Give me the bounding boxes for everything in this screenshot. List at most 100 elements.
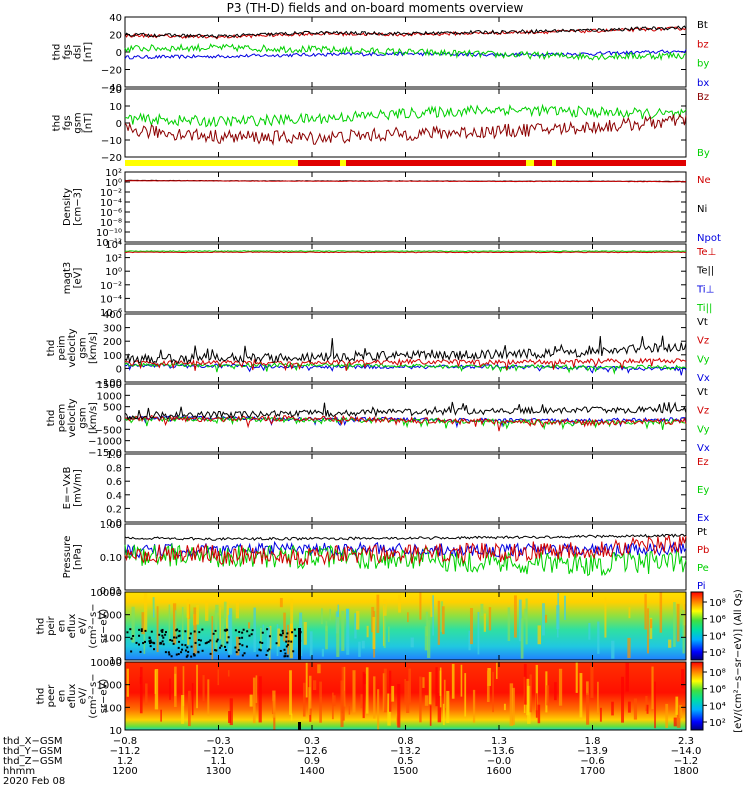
data-gap-line [298,628,301,660]
spectrogram-streak [345,608,349,620]
spectrogram-speckle [177,635,180,638]
spectrogram-speckle [140,629,143,632]
spectrogram-streak [252,677,256,724]
spectrogram-speckle [259,641,262,644]
x-axis-value: −12.6 [297,746,328,757]
spectrogram-speckle [291,631,294,634]
y-tick-label: 10⁰ [105,267,122,278]
x-axis-value: 1.1 [211,756,227,767]
y-tick-label: 0.10 [100,553,122,564]
x-axis-value: 0.8 [398,736,414,747]
spectrogram-streak [211,616,214,660]
spectrogram-streak [527,685,531,724]
colorbar-tick-label: 10⁸ [709,668,726,679]
spectrogram-speckle [251,629,254,632]
spectrogram-speckle [175,653,178,656]
x-axis-value: 2.3 [678,736,694,747]
colorbar-tick-label: 10⁶ [709,615,726,626]
series-peim-velocity-Vy [124,362,687,375]
spectrogram-speckle [224,649,227,652]
spectrogram-streak [182,666,185,707]
y-axis-label: [km/s] [88,402,99,434]
spectrogram-streak [377,689,380,730]
spectrogram-streak [215,604,219,613]
panel-peer-spec: 10000 1000 100 10 thd peer en eflux eV/(cm²−s− sr… [36,658,687,737]
spectrogram-streak [644,593,647,630]
spectrogram-speckle [160,629,163,632]
legend-Ez: Ez [697,457,709,468]
spectrogram-streak [557,593,559,611]
spectrogram-speckle [144,629,147,632]
x-axis-value: −0.8 [113,736,137,747]
legend-Pe: Pe [697,563,709,574]
spectrogram-streak [439,667,442,708]
spectrogram-speckle [216,638,219,641]
y-tick-label: 100 [103,633,122,644]
y-axis-label: thd [36,618,47,635]
spectrogram-streak [597,621,600,654]
spectrogram-speckle [268,635,271,638]
spectrogram-streak [141,612,145,635]
spectrogram-speckle [204,642,207,645]
spectrogram-streak [425,611,429,636]
spectrogram-streak [649,617,653,639]
spectrogram-streak [646,608,650,654]
spectrogram-streak [248,622,251,629]
spectrogram-streak [143,619,146,654]
legend-Ex: Ex [697,513,709,524]
spectrogram-speckle [250,633,253,636]
y-axis-label: [mV/m] [72,469,83,507]
spectrogram-streak [321,648,324,657]
spectrogram-speckle [266,628,269,631]
y-axis-label: eV/ [78,687,89,704]
spectrogram-streak [546,685,550,706]
flag-segment [552,160,556,166]
spectrogram-streak [235,636,240,656]
series-temperature-Te⊥ [124,251,686,254]
spectrogram-speckle [287,643,290,646]
y-tick-label: −1000 [88,437,122,448]
legend-Vt: Vt [697,317,708,328]
spectrogram-streak [682,593,686,626]
spectrogram-streak [187,600,190,645]
y-tick-label: 100 [103,351,122,362]
colorbar-tick-label: 10⁴ [709,701,726,712]
spectrogram-speckle [169,639,172,642]
spectrogram-streak [588,622,591,640]
spectrogram-speckle [256,654,259,657]
spectrogram-streak [673,717,677,727]
spectrogram-streak [651,666,654,710]
spectrogram-streak [283,612,286,642]
spectrogram-streak [188,690,191,727]
spectrogram-streak [575,662,578,693]
spectrogram-streak [174,610,177,634]
legend-bz: bz [697,39,709,50]
series-peem-velocity-Vt [124,401,687,421]
spectrogram-speckle [201,628,204,631]
spectrogram-streak [217,669,220,686]
spectrogram-streak [529,674,532,713]
x-axis-value: −13.6 [484,746,515,757]
y-tick-label: 0 [116,119,122,130]
y-tick-label: 10⁻¹⁰ [96,228,122,239]
spectrogram-streak [152,597,155,610]
x-axis-value: 1200 [112,766,137,777]
y-tick-label: 0.4 [106,491,122,502]
x-axis-value: 1400 [299,766,324,777]
spectrogram-streak [227,670,230,677]
x-axis-row-label: thd_Z−GSM [3,756,63,767]
panel-frame [124,171,687,243]
y-tick-label: 20 [109,85,122,96]
legend-by: by [697,59,709,70]
spectrogram-speckle [268,648,271,651]
spectrogram-streak [537,704,541,724]
spectrogram-streak [419,592,422,620]
spectrogram-streak [341,610,345,651]
spectrogram-speckle [293,628,296,631]
spectrogram-streak [627,637,631,659]
y-tick-label: 0.6 [106,477,122,488]
y-tick-label: 1000 [97,611,122,622]
spectrogram-speckle [181,648,184,651]
x-axis-row-label: thd_X−GSM [3,736,63,747]
spectrogram-speckle [184,649,187,652]
